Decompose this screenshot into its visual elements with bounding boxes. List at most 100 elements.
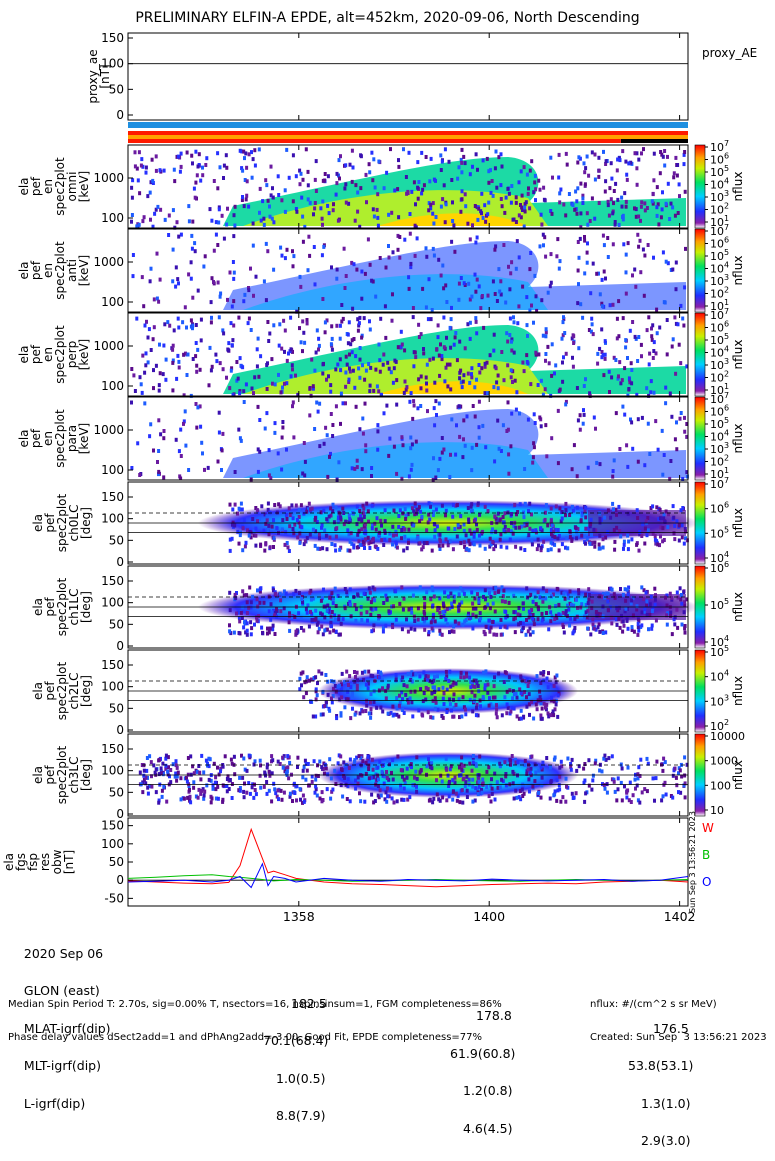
noise-pixel [482,325,486,330]
noise-pixel [564,799,568,804]
noise-pixel [486,509,490,514]
noise-pixel [238,436,242,441]
noise-pixel [569,767,573,772]
noise-pixel [247,316,251,321]
noise-pixel [497,671,501,676]
noise-pixel [360,527,364,532]
noise-pixel [601,545,605,550]
noise-pixel [468,528,472,533]
noise-pixel [500,164,504,169]
noise-pixel [330,324,334,329]
colorbar-tick-label: 102 [710,454,729,469]
noise-pixel [624,606,628,611]
noise-pixel [516,759,520,764]
noise-pixel [308,200,312,205]
noise-pixel [441,197,445,202]
noise-pixel [283,256,287,261]
noise-pixel [245,768,249,773]
noise-pixel [367,711,371,716]
ylabel-line: en [41,179,55,194]
noise-pixel [317,347,320,352]
noise-pixel [262,216,266,221]
noise-pixel [249,600,253,605]
noise-pixel [423,596,427,601]
noise-pixel [636,776,640,781]
noise-pixel [160,794,164,799]
noise-pixel [454,702,458,707]
noise-pixel [484,624,488,629]
noise-pixel [487,703,491,708]
noise-pixel [358,346,362,350]
noise-pixel [430,585,434,590]
noise-pixel [172,167,176,172]
noise-pixel [339,713,343,718]
noise-pixel [304,777,308,782]
noise-pixel [631,613,635,618]
noise-pixel [495,520,499,525]
noise-pixel [285,147,289,152]
noise-pixel [318,444,322,449]
noise-pixel [370,629,374,634]
noise-pixel [652,178,656,183]
ylabel-line: ela [31,682,45,700]
noise-pixel [357,539,361,544]
noise-pixel [626,464,630,469]
noise-pixel [579,181,583,186]
noise-pixel [612,528,616,533]
noise-pixel [642,609,646,614]
noise-pixel [189,276,193,281]
noise-pixel [549,547,553,552]
noise-pixel [442,614,446,618]
noise-pixel [339,154,342,159]
noise-pixel [446,526,450,531]
noise-pixel [521,208,524,212]
noise-pixel [685,762,689,767]
noise-pixel [397,524,401,529]
noise-pixel [355,755,359,760]
noise-pixel [208,345,212,350]
noise-pixel [637,335,641,339]
noise-pixel [198,367,202,372]
noise-pixel [617,504,621,509]
noise-pixel [380,523,383,528]
noise-pixel [491,279,495,284]
energy-frame [127,396,689,481]
noise-pixel [326,679,330,684]
noise-pixel [621,213,625,218]
noise-pixel [473,693,477,698]
noise-pixel [533,173,537,178]
noise-pixel [217,772,221,777]
noise-pixel [642,147,645,152]
noise-pixel [530,159,534,164]
noise-pixel [526,361,530,366]
noise-pixel [503,511,507,516]
noise-pixel [525,172,529,177]
noise-pixel [538,695,542,700]
noise-pixel [299,284,303,289]
noise-pixel [678,416,682,421]
orbit-row-label: MLT-igrf(dip) [23,1058,101,1073]
noise-pixel [176,353,180,358]
colorbar-tick-label: 105 [710,332,729,347]
noise-pixel [625,618,629,623]
noise-pixel [218,165,222,170]
noise-pixel [204,758,208,763]
noise-pixel [179,797,183,802]
noise-pixel [597,174,601,179]
noise-pixel [528,712,531,717]
noise-pixel [683,526,687,531]
noise-pixel [473,204,477,208]
noise-pixel [682,323,686,328]
noise-pixel [257,516,261,521]
noise-pixel [604,162,608,166]
noise-pixel [479,704,482,709]
noise-pixel [362,506,366,511]
noise-pixel [427,277,431,282]
noise-pixel [221,764,225,769]
noise-pixel [177,281,180,286]
noise-pixel [629,361,633,366]
ylabel-line: [keV] [77,171,91,202]
noise-pixel [577,591,581,596]
noise-pixel [421,187,425,192]
noise-pixel [626,592,630,597]
